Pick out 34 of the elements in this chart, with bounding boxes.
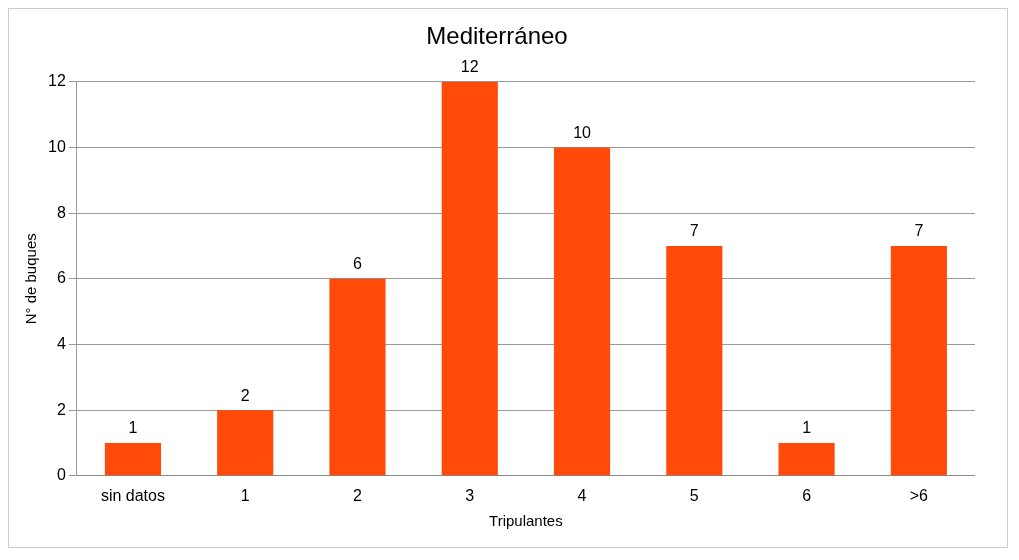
bar xyxy=(104,442,161,476)
y-tick-label: 6 xyxy=(56,269,66,287)
x-tick-label: >6 xyxy=(909,486,929,504)
y-tick-label: 12 xyxy=(48,72,66,90)
bar xyxy=(890,245,947,476)
data-label: 12 xyxy=(460,58,479,76)
x-tick-label: 1 xyxy=(240,486,250,504)
bar xyxy=(778,442,835,476)
x-tick-label: 2 xyxy=(353,486,363,504)
bar xyxy=(553,147,611,476)
y-axis-title: N° de buques xyxy=(22,233,40,325)
y-tick-label: 4 xyxy=(56,334,66,352)
x-tick-label: 4 xyxy=(577,486,587,504)
x-tick-label: 3 xyxy=(465,486,475,504)
y-tick-label: 10 xyxy=(48,137,66,155)
data-label: 2 xyxy=(240,386,250,404)
data-label: 7 xyxy=(689,222,699,240)
y-tick-label: 8 xyxy=(56,203,66,221)
bar xyxy=(441,81,498,476)
data-label: 6 xyxy=(353,255,363,273)
x-tick-label: 6 xyxy=(802,486,812,504)
data-label: 7 xyxy=(914,222,924,240)
chart-title: Mediterráneo xyxy=(426,22,568,50)
x-tick-label: sin datos xyxy=(100,486,165,504)
y-tick-label: 0 xyxy=(56,466,66,484)
y-tick-label: 2 xyxy=(56,400,66,418)
bar xyxy=(329,278,386,476)
bar xyxy=(217,410,274,476)
x-axis-title: Tripulantes xyxy=(489,512,563,530)
data-label: 1 xyxy=(128,419,138,437)
data-label: 1 xyxy=(802,419,812,437)
x-tick-label: 5 xyxy=(689,486,699,504)
data-label: 10 xyxy=(573,123,592,141)
bar xyxy=(666,245,723,476)
